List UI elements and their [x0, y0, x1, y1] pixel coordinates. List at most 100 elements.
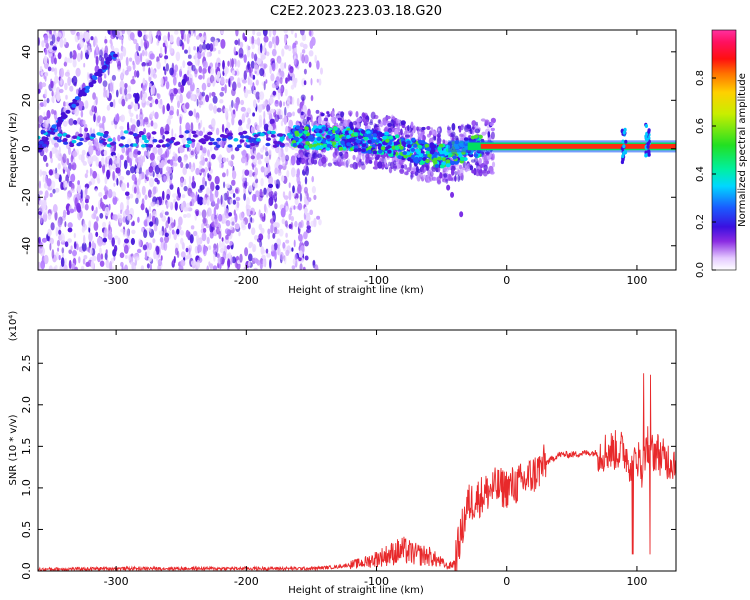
noise-blob: [265, 51, 270, 57]
noise-blob: [166, 166, 170, 172]
noise-blob: [110, 30, 113, 37]
noise-blob: [300, 111, 304, 116]
noise-blob: [253, 53, 258, 62]
noise-blob: [78, 246, 83, 252]
noise-blob: [152, 146, 158, 155]
noise-blob: [304, 240, 309, 247]
noise-blob: [279, 100, 283, 108]
noise-blob: [116, 113, 120, 123]
noise-blob: [301, 53, 305, 64]
band-blob: [439, 164, 445, 169]
noise-blob: [235, 188, 239, 194]
band-blob: [308, 134, 314, 139]
noise-blob: [455, 167, 459, 171]
noise-blob: [284, 154, 290, 162]
noise-blob: [140, 52, 143, 63]
spectrogram-frame: [37, 29, 677, 271]
noise-blob: [149, 53, 155, 60]
noise-blob: [202, 176, 206, 187]
band-blob: [90, 133, 96, 137]
noise-blob: [225, 214, 229, 219]
noise-blob: [81, 201, 85, 209]
noise-blob: [59, 38, 64, 48]
noise-blob: [252, 112, 256, 117]
noise-blob: [202, 72, 205, 80]
noise-blob: [147, 218, 150, 226]
noise-blob: [86, 71, 90, 82]
noise-blob: [68, 259, 72, 269]
x-tick-label: -100: [364, 274, 389, 287]
noise-blob: [343, 153, 349, 159]
noise-blob: [306, 228, 312, 234]
band-blob: [69, 143, 75, 148]
noise-blob: [118, 35, 124, 40]
noise-blob: [82, 258, 86, 265]
noise-blob: [205, 94, 210, 103]
noise-blob: [52, 46, 57, 51]
noise-blob: [202, 197, 207, 206]
band-blob: [363, 136, 369, 141]
band-blob: [373, 129, 378, 134]
noise-blob: [249, 67, 252, 77]
noise-blob: [201, 91, 206, 97]
noise-blob: [153, 201, 156, 207]
noise-blob: [231, 256, 237, 264]
noise-blob: [331, 116, 336, 124]
noise-blob: [212, 81, 215, 87]
noise-blob: [228, 160, 233, 166]
noise-blob: [43, 116, 48, 121]
noise-blob: [190, 150, 194, 156]
noise-blob: [239, 253, 243, 263]
noise-blob: [149, 177, 154, 188]
heatmap-area: [38, 30, 676, 270]
noise-blob: [229, 58, 232, 68]
noise-blob: [252, 82, 255, 92]
noise-blob: [42, 175, 45, 183]
noise-blob: [469, 165, 474, 171]
noise-blob: [180, 259, 186, 267]
noise-blob: [102, 237, 107, 243]
noise-blob: [299, 192, 303, 202]
noise-blob: [100, 157, 105, 166]
noise-blob: [198, 196, 204, 206]
noise-blob: [165, 81, 170, 90]
noise-blob: [206, 265, 209, 270]
noise-blob: [76, 52, 82, 62]
noise-blob: [475, 168, 481, 177]
y-tick-label: 0.5: [20, 521, 33, 539]
x-tick-label: 100: [626, 274, 647, 287]
noise-blob: [166, 118, 171, 126]
noise-blob: [195, 153, 198, 160]
noise-blob: [470, 159, 476, 163]
noise-blob: [99, 127, 104, 134]
noise-blob: [289, 66, 294, 74]
noise-blob: [209, 146, 213, 152]
noise-blob: [269, 258, 272, 269]
band-blob: [201, 140, 207, 145]
band-blob: [244, 135, 250, 139]
noise-blob: [54, 142, 59, 148]
band-blob: [322, 143, 328, 148]
noise-blob: [231, 179, 236, 186]
noise-blob: [259, 91, 265, 100]
noise-blob: [64, 221, 67, 228]
noise-blob: [135, 114, 139, 120]
noise-blob: [207, 172, 210, 179]
noise-blob: [318, 219, 322, 226]
noise-blob: [135, 156, 139, 163]
noise-blob: [299, 42, 304, 47]
noise-blob: [189, 192, 195, 198]
noise-blob: [303, 231, 308, 240]
noise-blob: [272, 215, 275, 220]
band-blob: [450, 161, 456, 165]
band-blob: [38, 135, 41, 140]
noise-blob: [157, 35, 161, 41]
noise-blob: [179, 93, 183, 104]
noise-blob: [275, 35, 280, 46]
noise-blob: [103, 186, 109, 192]
noise-blob: [272, 30, 277, 36]
noise-blob: [279, 77, 283, 85]
noise-blob: [225, 78, 228, 84]
noise-blob: [458, 125, 462, 133]
noise-blob: [80, 189, 83, 199]
